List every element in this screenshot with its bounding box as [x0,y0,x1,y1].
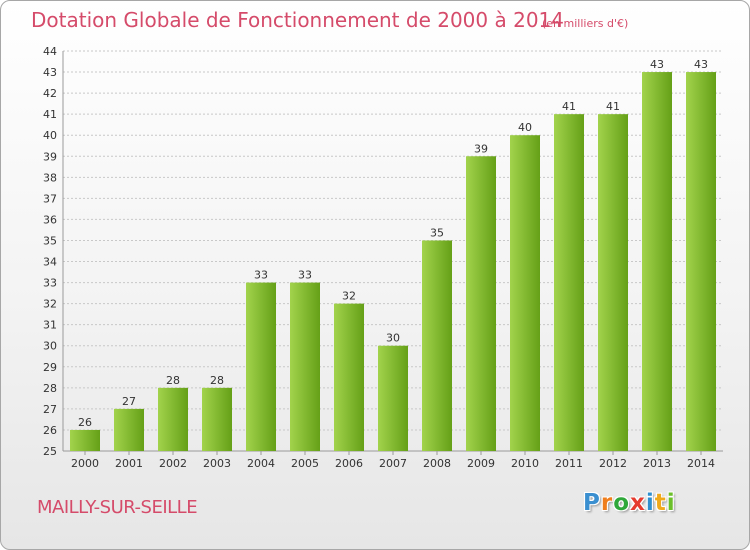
y-tick-label: 36 [43,213,57,226]
proxiti-logo: Proxiti [583,490,676,516]
x-tick-label: 2004 [247,457,275,470]
y-tick-label: 39 [43,150,57,163]
value-label-2004: 33 [254,269,268,282]
bar-2014 [686,72,716,451]
y-tick-label: 37 [43,192,57,205]
bar-2004 [246,282,276,451]
commune-name: MAILLY-SUR-SEILLE [37,497,198,518]
y-tick-label: 33 [43,277,57,290]
axis-layer: 25 26 27 28 29 30 31 32 33 34 35 36 37 38 39 40 41 42 43 44… [43,45,723,470]
bar-2002 [158,387,188,451]
y-tick-label: 28 [43,382,57,395]
y-tick-label: 38 [43,171,57,184]
bar-2012 [598,114,628,451]
y-tick-label: 41 [43,108,57,121]
y-tick-label: 42 [43,87,57,100]
value-label-2003: 28 [210,374,224,387]
x-tick-label: 2008 [423,457,451,470]
y-tick-label: 35 [43,234,57,247]
value-label-2011: 41 [562,100,576,113]
bar-2007 [378,345,408,451]
value-label-2002: 28 [166,374,180,387]
bar-2003 [202,387,232,451]
x-tick-label: 2000 [71,457,99,470]
unit-note: (en milliers d'€) [542,17,629,30]
logo-letter: P [583,490,601,516]
bar-2011 [554,114,584,451]
x-tick-label: 2007 [379,457,407,470]
y-tick-label: 34 [43,256,57,269]
chart-title: Dotation Globale de Fonctionnement de 20… [31,8,564,32]
logo-letter: o [613,490,631,516]
x-tick-label: 2014 [687,457,715,470]
bar-2006 [334,303,364,451]
value-label-2013: 43 [650,58,664,71]
value-label-2010: 40 [518,121,532,134]
value-label-2009: 39 [474,142,488,155]
bar-2009 [466,156,496,451]
value-label-2008: 35 [430,226,444,239]
y-tick-label: 26 [43,424,57,437]
label-layer: 26 27 28 28 33 33 32 30 35 39 40 41 41 43 43 [78,58,708,429]
value-label-2006: 32 [342,290,356,303]
x-tick-label: 2006 [335,457,363,470]
y-tick-label: 40 [43,129,57,142]
value-label-2007: 30 [386,332,400,345]
x-tick-label: 2009 [467,457,495,470]
logo-letter: x [630,490,646,516]
value-label-2001: 27 [122,395,136,408]
x-tick-label: 2011 [555,457,583,470]
y-tick-label: 44 [43,45,57,58]
x-tick-label: 2005 [291,457,319,470]
bar-layer [70,72,716,452]
bar-2005 [290,282,320,451]
logo-letter: r [600,490,614,516]
logo-letter: i [666,490,676,516]
x-tick-label: 2010 [511,457,539,470]
y-tick-label: 25 [43,445,57,458]
logo-letter: i [645,490,655,516]
logo-letter: t [654,490,667,516]
x-tick-label: 2012 [599,457,627,470]
bar-2008 [422,240,452,451]
bar-2000 [70,429,100,451]
bar-2013 [642,72,672,451]
x-tick-label: 2013 [643,457,671,470]
y-tick-label: 30 [43,340,57,353]
x-tick-label: 2002 [159,457,187,470]
y-tick-label: 43 [43,66,57,79]
value-label-2005: 33 [298,269,312,282]
x-tick-label: 2001 [115,457,143,470]
bar-2001 [114,408,144,451]
value-label-2014: 43 [694,58,708,71]
y-tick-label: 31 [43,319,57,332]
bar-2010 [510,135,540,452]
x-tick-label: 2003 [203,457,231,470]
y-tick-label: 27 [43,403,57,416]
value-label-2000: 26 [78,416,92,429]
y-tick-label: 29 [43,361,57,374]
value-label-2012: 41 [606,100,620,113]
y-tick-label: 32 [43,298,57,311]
